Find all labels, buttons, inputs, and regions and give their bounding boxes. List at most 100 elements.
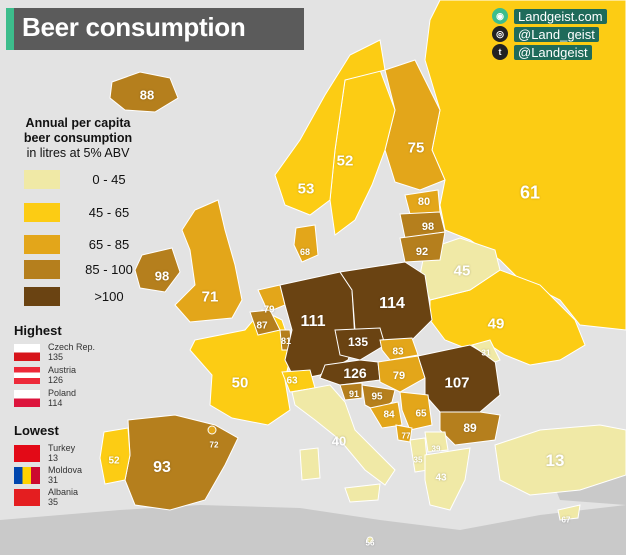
legend-row: 85 - 100 [24, 260, 144, 279]
country-value-label: 93 [153, 459, 171, 476]
country-value-label: 89 [463, 421, 477, 435]
country-ireland [134, 247, 181, 293]
country-value-label: 114 [379, 295, 405, 312]
ranking-value: 126 [48, 375, 64, 385]
ranking-country: Czech Rep. [48, 342, 96, 352]
country-italy [291, 384, 396, 486]
north-africa-land [0, 505, 626, 555]
title-banner [6, 8, 304, 50]
country-value-label: 68 [299, 247, 311, 257]
twitter-icon: t [492, 44, 508, 60]
legend-swatch [24, 170, 60, 189]
country-value-label: 92 [415, 246, 429, 258]
country-value-label: 43 [435, 472, 447, 484]
ranking-row: Turkey 13 [14, 443, 75, 463]
country-value-label: 80 [417, 196, 431, 208]
island-sicily [344, 483, 381, 503]
legend-row: 0 - 45 [24, 170, 144, 189]
ranking-row: Czech Rep. 135 [14, 342, 95, 362]
flag-icon [14, 445, 40, 462]
country-value-label: 98 [421, 221, 435, 233]
country-value-label: 72 [209, 440, 219, 450]
ranking-value: 135 [48, 352, 64, 362]
country-value-label: 75 [407, 139, 425, 157]
country-north-macedonia [424, 431, 449, 453]
country-denmark [293, 224, 319, 263]
country-value-label: 50 [231, 374, 249, 392]
instagram-icon: ◎ [492, 26, 508, 42]
legend-label: 85 - 100 [85, 262, 133, 277]
legend-row: >100 [24, 287, 144, 306]
country-value-label: 67 [561, 515, 571, 525]
map-title: Beer consumption [22, 12, 246, 42]
country-value-label: 79 [263, 304, 275, 316]
country-value-label: 35 [413, 455, 423, 465]
ranking-country: Moldova [48, 465, 83, 475]
country-value-label: 45 [453, 262, 471, 280]
country-value-label: 53 [297, 180, 315, 198]
ranking-row: Poland 114 [14, 388, 76, 408]
flag-icon [14, 467, 40, 484]
country-moldova [470, 339, 501, 363]
country-value-label: 39 [431, 444, 441, 454]
legend-swatch [24, 287, 60, 306]
country-value-label: 98 [154, 268, 170, 284]
ranking-value: 13 [48, 453, 59, 463]
legend-title: Annual per capita beer consumption in li… [8, 116, 148, 161]
flag-icon [14, 390, 40, 407]
social-instagram[interactable]: ◎ @Land_geist [492, 26, 599, 42]
legend-label: 65 - 85 [88, 237, 130, 252]
country-slovakia [379, 337, 419, 361]
country-value-label: 126 [343, 365, 367, 381]
country-lithuania [399, 231, 446, 263]
legend-row: 65 - 85 [24, 235, 144, 254]
country-value-label: 84 [383, 409, 395, 421]
country-value-label: 79 [392, 370, 406, 382]
country-serbia [399, 391, 433, 431]
country-value-label: 91 [348, 389, 360, 399]
ranking-country: Turkey [48, 443, 76, 453]
legend-label: >100 [94, 289, 124, 304]
social-website-label: Landgeist.com [514, 8, 607, 24]
country-value-label: 83 [392, 346, 404, 358]
country-value-label: 49 [487, 315, 505, 333]
country-czech-republic [334, 327, 386, 361]
country-value-label: 71 [201, 288, 219, 306]
island-sardinia [299, 447, 321, 481]
social-twitter[interactable]: t @Landgeist [492, 44, 592, 60]
country-ukraine [429, 269, 586, 366]
country-cyprus [557, 504, 581, 521]
country-bulgaria [439, 411, 501, 446]
country-value-label: 13 [545, 451, 565, 470]
country-andorra [207, 425, 217, 435]
ranking-country: Albania [48, 487, 79, 497]
ranking-value: 31 [48, 475, 59, 485]
country-value-label: 63 [286, 375, 298, 387]
legend-title-line2: beer consumption [23, 131, 133, 145]
country-malta [366, 536, 374, 544]
legend-swatch [24, 203, 60, 222]
title-accent [6, 8, 14, 50]
country-value-label: 95 [371, 391, 383, 403]
country-france [189, 309, 293, 426]
country-value-label: 40 [331, 433, 347, 449]
ranking-country: Poland [48, 388, 77, 398]
country-turkey [494, 424, 626, 496]
legend-label: 0 - 45 [92, 172, 126, 187]
highest-heading: Highest [14, 323, 62, 338]
country-value-label: 81 [280, 336, 292, 346]
country-norway [274, 39, 386, 216]
country-value-label: 107 [444, 374, 470, 392]
legend-row: 45 - 65 [24, 203, 144, 222]
country-slovenia [339, 382, 363, 401]
ranking-value: 35 [48, 497, 59, 507]
legend-title-line1: Annual per capita [25, 116, 131, 130]
social-website[interactable]: ◉ Landgeist.com [492, 8, 607, 24]
flag-icon [14, 367, 40, 384]
country-value-label: 87 [256, 320, 268, 332]
country-value-label: 56 [365, 538, 375, 548]
country-value-label: 88 [139, 87, 155, 103]
flag-icon [14, 344, 40, 361]
country-bosnia [369, 401, 403, 429]
